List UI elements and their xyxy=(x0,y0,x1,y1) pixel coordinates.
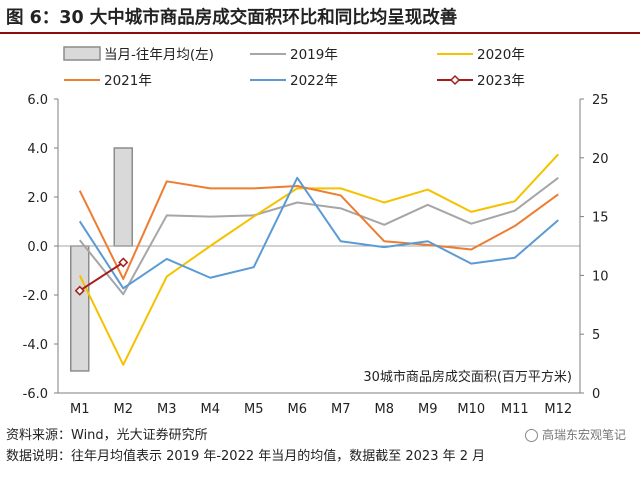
watermark-text: 高瑞东宏观笔记 xyxy=(541,428,626,442)
line-2020年 xyxy=(78,153,559,366)
bar-series xyxy=(70,147,133,372)
legend-item-2021年: 2021年 xyxy=(64,73,152,89)
chart-legend: 当月-往年月均(左) 2019年 2020年 2021年 2022年 2023年 xyxy=(63,46,525,89)
x-tick-label: M1 xyxy=(70,402,90,417)
left-tick-label: 4.0 xyxy=(27,142,48,157)
marker-2023年 xyxy=(118,257,129,268)
right-tick-label: 25 xyxy=(592,93,609,108)
legend-marker xyxy=(449,74,461,86)
left-tick-label: -6.0 xyxy=(23,387,48,402)
left-tick-label: -4.0 xyxy=(23,338,48,353)
data-note: 数据说明：往年月均值表示 2019 年-2022 年当月的均值，数据截至 202… xyxy=(6,449,486,464)
watermark: 高瑞东宏观笔记 xyxy=(524,426,626,443)
marker-2023年 xyxy=(74,285,85,296)
line-2019年 xyxy=(78,176,559,296)
chart: 当月-往年月均(左) 2019年 2020年 2021年 2022年 2023年 6.0 4… xyxy=(23,46,609,417)
legend-item-当月-往年月均(左): 当月-往年月均(左) xyxy=(63,46,214,63)
x-tick-label: M8 xyxy=(375,402,395,417)
wechat-icon xyxy=(524,429,538,442)
legend-item-2023年: 2023年 xyxy=(437,73,525,89)
right-tick-label: 0 xyxy=(592,387,600,402)
figure-footer: 资料来源：Wind，光大证券研究所 数据说明：往年月均值表示 2019 年-20… xyxy=(6,425,634,467)
x-tick-label: M10 xyxy=(457,402,485,417)
axis-title: 30城市商品房成交面积(百万平方米) xyxy=(363,369,572,385)
x-tick-label: M6 xyxy=(288,402,308,417)
legend-item-2020年: 2020年 xyxy=(437,47,525,63)
x-tick-label: M2 xyxy=(114,402,134,417)
x-tick-label: M12 xyxy=(544,402,572,417)
legend-item-2019年: 2019年 xyxy=(250,47,338,63)
left-tick-label: 2.0 xyxy=(27,191,48,206)
x-tick-label: M3 xyxy=(157,402,177,417)
x-tick-label: M9 xyxy=(418,402,438,417)
line-2022年 xyxy=(78,176,559,290)
x-tick-label: M7 xyxy=(331,402,351,417)
source-note: 资料来源：Wind，光大证券研究所 xyxy=(6,428,208,443)
legend-swatch xyxy=(63,46,101,61)
legend-label: 2023年 xyxy=(477,73,525,89)
line-2021年 xyxy=(78,180,559,280)
line-2023年 xyxy=(79,261,124,292)
legend-item-2022年: 2022年 xyxy=(250,73,338,89)
title-rule xyxy=(0,32,640,34)
figure-title: 图 6：30 大中城市商品房成交面积环比和同比均呈现改善 xyxy=(6,8,458,28)
legend-label: 当月-往年月均(左) xyxy=(104,47,214,63)
right-tick-label: 20 xyxy=(592,152,609,167)
bar-M2 xyxy=(113,147,133,247)
legend-label: 2020年 xyxy=(477,47,525,63)
bar-M1 xyxy=(70,245,90,372)
right-tick-label: 10 xyxy=(592,269,609,284)
x-tick-label: M4 xyxy=(201,402,221,417)
x-tick-label: M11 xyxy=(501,402,529,417)
legend-label: 2022年 xyxy=(290,73,338,89)
right-tick-label: 5 xyxy=(592,328,600,343)
left-tick-label: 6.0 xyxy=(27,93,48,108)
chart-axes: 6.0 4.0 2.0 0.0 -2.0 -4.0 -6.0 25 20 15 10 5 0 M1 M2 M3… xyxy=(23,93,609,417)
x-tick-label: M5 xyxy=(244,402,264,417)
legend-label: 2019年 xyxy=(290,47,338,63)
right-tick-label: 15 xyxy=(592,211,609,226)
left-tick-label: 0.0 xyxy=(27,240,48,255)
legend-label: 2021年 xyxy=(104,73,152,89)
line-series xyxy=(74,153,559,366)
left-tick-label: -2.0 xyxy=(23,289,48,304)
